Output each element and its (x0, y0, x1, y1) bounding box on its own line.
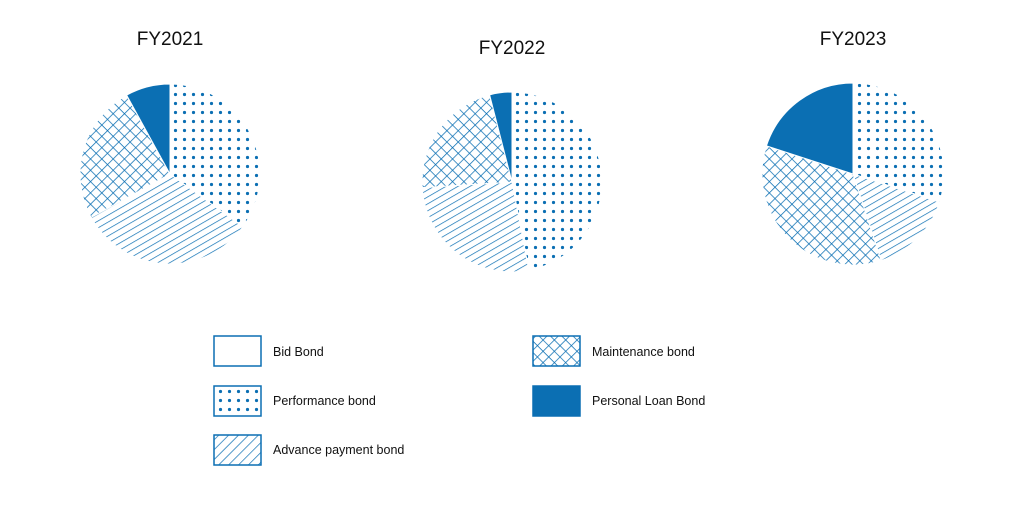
pie-slice-fy2021-personal-loan-bond (125, 83, 171, 175)
pie-slice-fy2022-performance-bond (511, 91, 603, 271)
legend-label-performance-bond: Performance bond (273, 394, 376, 408)
legend-swatch-personal-loan-bond (532, 385, 581, 417)
chart-title-fy2023: FY2023 (820, 29, 887, 50)
pie-slice-fy2022-advance-payment-bond (421, 181, 530, 273)
legend-label-bid-bond: Bid Bond (273, 345, 324, 359)
pie-slice-fy2023-personal-loan-bond (765, 82, 854, 175)
pie-slice-fy2022-personal-loan-bond (489, 91, 513, 183)
legend-item-bid-bond: Bid Bond (213, 335, 324, 367)
chart-title-fy2021: FY2021 (137, 29, 204, 50)
pie-slice-fy2021-performance-bond (169, 83, 261, 228)
legend: Bid Bond Performance bond Advance paymen… (213, 335, 705, 466)
pie-chart-fy2023 (761, 82, 945, 266)
pie-slice-fy2023-performance-bond (852, 82, 945, 203)
legend-item-personal-loan-bond: Personal Loan Bond (532, 385, 705, 417)
pie-slice-fy2023-advance-payment-bond (852, 173, 941, 262)
legend-label-maintenance-bond: Maintenance bond (592, 345, 695, 359)
legend-swatch-performance-bond (213, 385, 262, 417)
pie-slice-fy2022-maintenance-bond (421, 94, 513, 189)
legend-label-personal-loan-bond: Personal Loan Bond (592, 394, 705, 408)
pie-slice-fy2021-maintenance-bond (79, 94, 171, 219)
legend-swatch-maintenance-bond (532, 335, 581, 367)
pie-chart-fy2021 (79, 83, 261, 265)
pie-slice-fy2021-advance-payment-bond (90, 173, 244, 265)
legend-swatch-advance-payment-bond (213, 434, 262, 466)
legend-item-advance-payment-bond: Advance payment bond (213, 434, 404, 466)
pie-slice-fy2023-maintenance-bond (761, 145, 882, 266)
legend-item-maintenance-bond: Maintenance bond (532, 335, 695, 367)
legend-item-performance-bond: Performance bond (213, 385, 376, 417)
pie-chart-fy2022 (421, 91, 603, 273)
legend-label-advance-payment-bond: Advance payment bond (273, 443, 404, 457)
legend-swatch-bid-bond (213, 335, 262, 367)
chart-title-fy2022: FY2022 (479, 38, 546, 59)
